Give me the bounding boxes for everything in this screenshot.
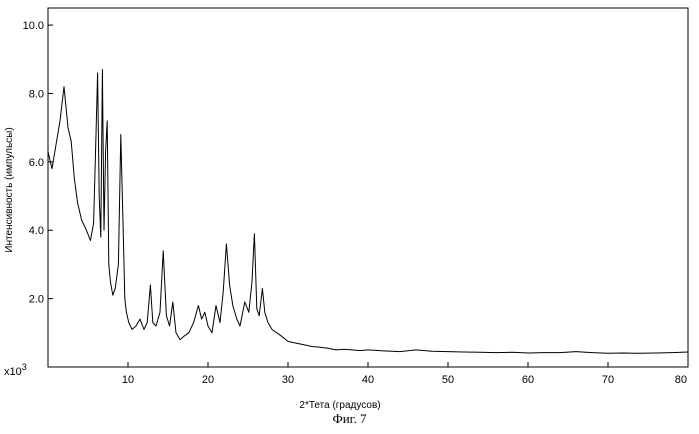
y-tick-label: 2.0 <box>29 294 44 306</box>
x-axis-title: 2*Тета (градусов) <box>299 400 380 411</box>
plot-area-frame <box>48 8 688 367</box>
x-tick-label: 80 <box>675 374 687 386</box>
x-tick-label: 50 <box>442 374 454 386</box>
x-tick-label: 70 <box>602 374 614 386</box>
y-tick-label: 8.0 <box>29 88 44 100</box>
figure-caption: Фиг. 7 <box>0 411 699 427</box>
x-tick-label: 30 <box>282 374 294 386</box>
x-tick-label: 10 <box>122 374 134 386</box>
series-line <box>48 70 688 354</box>
y-axis-title: Интенсивность (импульсы) <box>4 127 15 252</box>
x-tick-label: 20 <box>202 374 214 386</box>
x-tick-label: 40 <box>362 374 374 386</box>
y-tick-label: 6.0 <box>29 157 44 169</box>
x-tick-label: 60 <box>522 374 534 386</box>
x-axis-ticks: 10 20 30 40 50 60 70 80 <box>122 362 688 386</box>
y-multiplier-exponent: 3 <box>22 362 27 372</box>
y-tick-label: 4.0 <box>29 225 44 237</box>
y-tick-label: 10.0 <box>23 20 44 32</box>
y-multiplier-label: x103 <box>4 362 27 378</box>
